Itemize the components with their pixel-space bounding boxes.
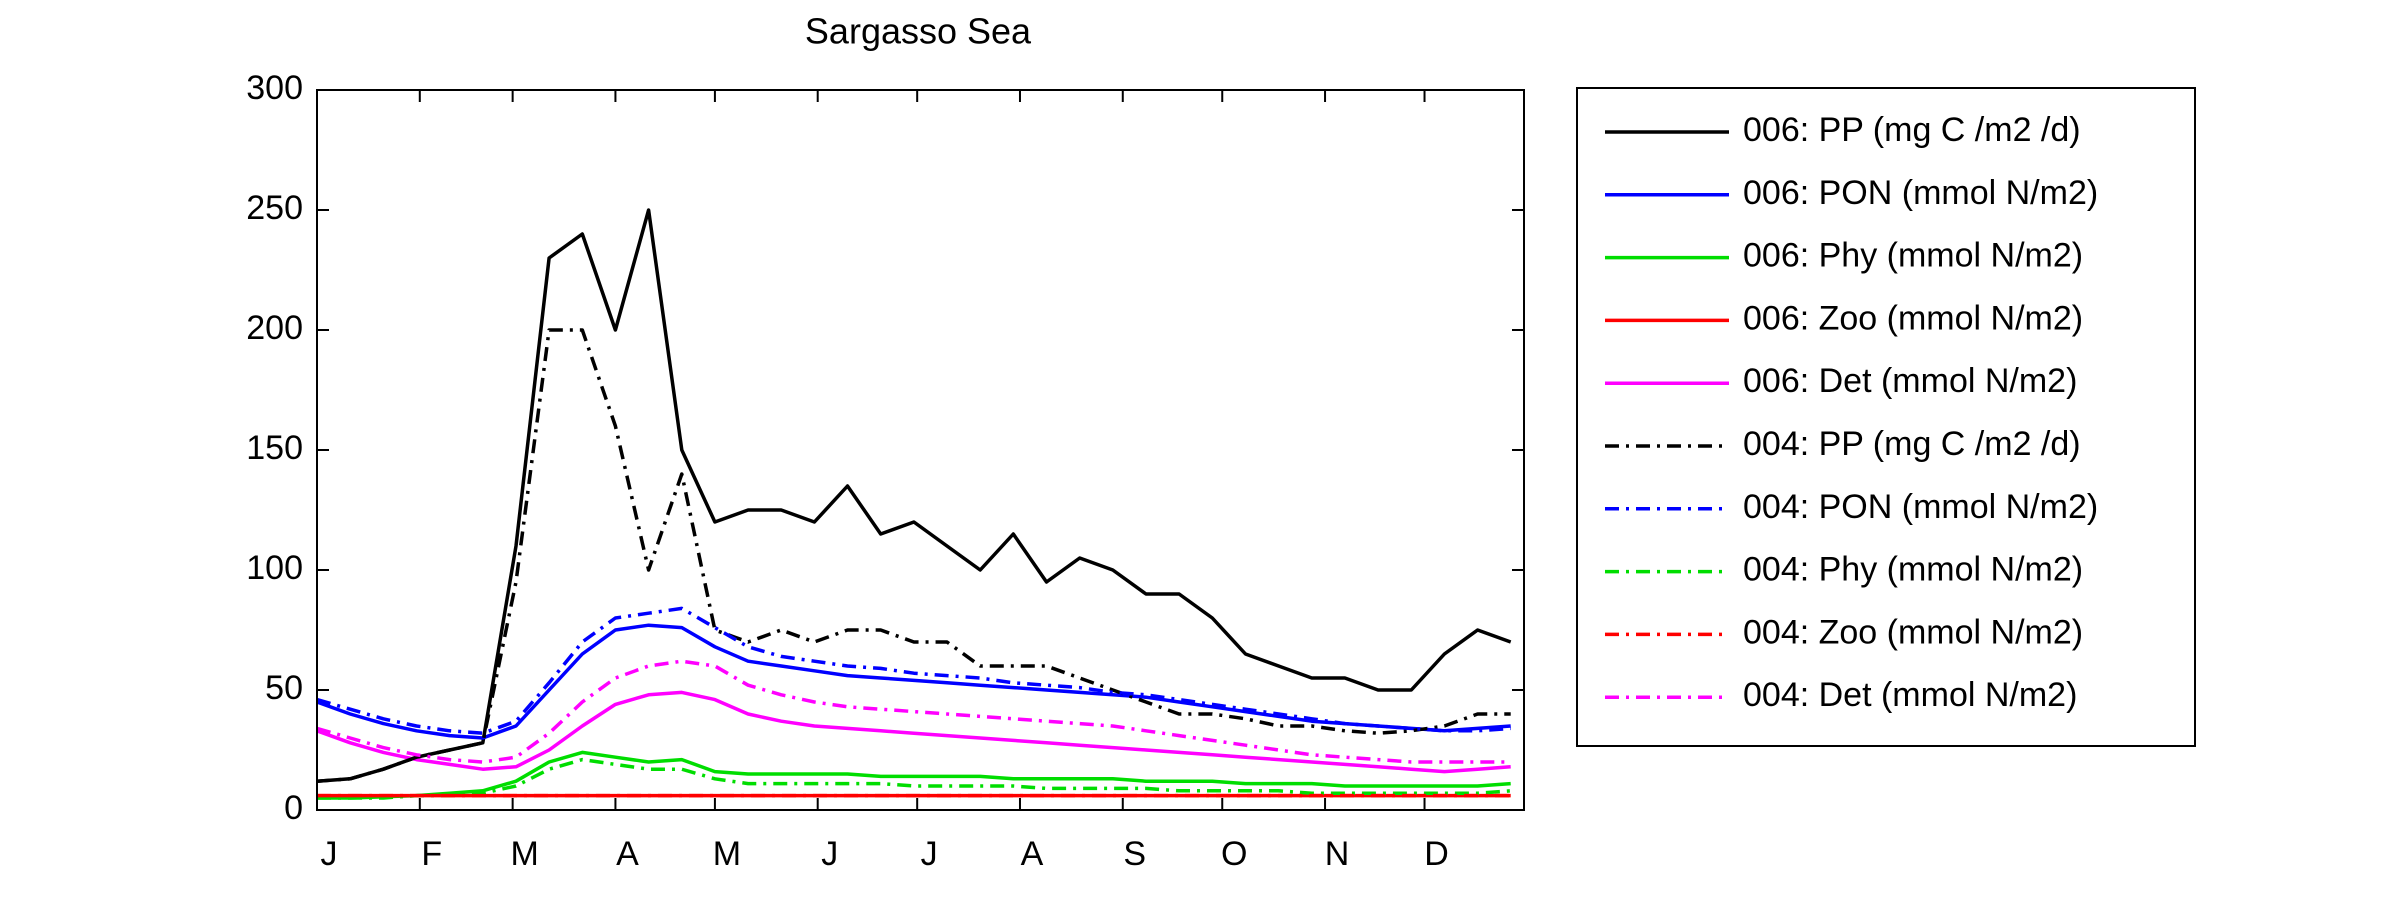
series-line — [316, 606, 1511, 735]
y-tick-label: 0 — [284, 789, 303, 827]
x-tick-label: S — [1123, 835, 1146, 873]
series-line — [317, 757, 1511, 800]
legend-label: 006: PP (mg C /m2 /d) — [1743, 111, 2081, 149]
x-tick-label: F — [421, 835, 442, 873]
y-tick-label: 50 — [265, 669, 303, 707]
x-tick-label: J — [921, 835, 938, 873]
x-tick-label: J — [321, 835, 338, 873]
y-tick-label: 300 — [246, 69, 303, 107]
legend-label: 004: PON (mmol N/m2) — [1743, 488, 2098, 526]
y-tick-label: 250 — [246, 189, 303, 227]
legend-label: 004: Det (mmol N/m2) — [1743, 676, 2077, 714]
plot-frame — [316, 89, 1525, 811]
legend-label: 004: Phy (mmol N/m2) — [1743, 551, 2083, 589]
series-line — [317, 750, 1511, 800]
legend-label: 006: PON (mmol N/m2) — [1743, 174, 2098, 212]
legend-label: 004: PP (mg C /m2 /d) — [1743, 425, 2081, 463]
legend-label: 006: Det (mmol N/m2) — [1743, 362, 2077, 400]
x-tick-label: N — [1325, 835, 1350, 873]
x-tick-label: A — [1021, 835, 1044, 873]
x-tick-label: M — [713, 835, 741, 873]
y-tick-label: 150 — [246, 429, 303, 467]
chart-title: Sargasso Sea — [805, 11, 1032, 52]
x-tick-label: J — [821, 835, 838, 873]
legend-label: 006: Zoo (mmol N/m2) — [1743, 299, 2083, 337]
x-tick-label: A — [616, 835, 639, 873]
series-line — [316, 328, 1511, 783]
x-tick-label: O — [1221, 835, 1247, 873]
x-tick-label: M — [510, 835, 538, 873]
legend-label: 006: Phy (mmol N/m2) — [1743, 237, 2083, 275]
series-line — [316, 690, 1511, 774]
legend-label: 004: Zoo (mmol N/m2) — [1743, 613, 2083, 651]
y-tick-label: 100 — [246, 549, 303, 587]
series-line — [316, 623, 1511, 740]
y-tick-label: 200 — [246, 309, 303, 347]
x-tick-label: D — [1424, 835, 1449, 873]
series-line — [316, 208, 1512, 783]
legend-box — [1576, 87, 2196, 747]
